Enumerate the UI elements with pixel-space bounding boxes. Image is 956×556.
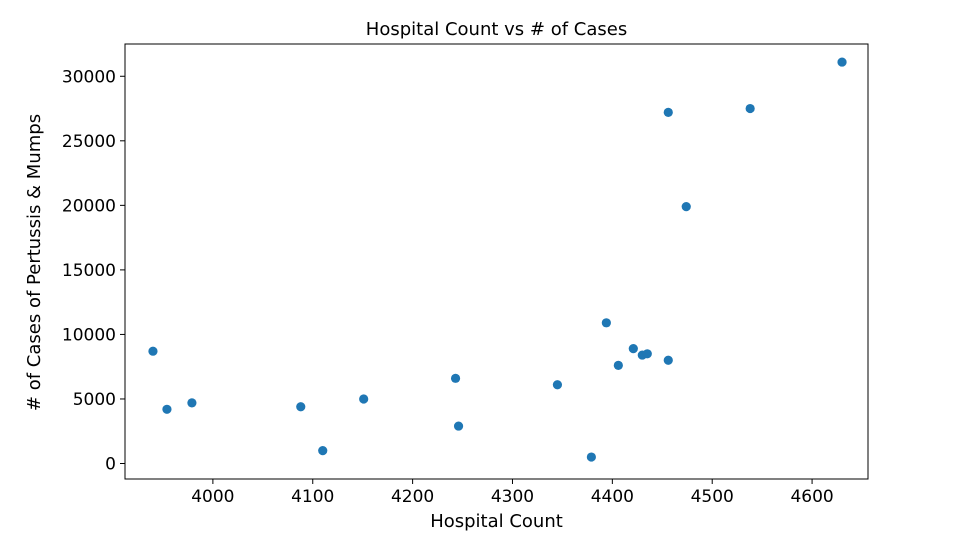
data-point — [450, 373, 461, 383]
data-point — [586, 452, 596, 462]
data-point — [162, 404, 172, 414]
data-point — [148, 346, 158, 356]
x-tick-label: 4000 — [191, 487, 234, 507]
x-axis-label: Hospital Count — [430, 511, 563, 532]
data-point — [453, 421, 464, 431]
data-point — [601, 318, 611, 328]
x-tick-label: 4500 — [691, 487, 734, 507]
y-tick-label: 20000 — [62, 196, 116, 216]
data-point — [613, 360, 623, 371]
data-point — [745, 103, 755, 114]
y-tick-label: 25000 — [62, 132, 116, 152]
data-point — [552, 380, 563, 390]
plot-frame — [124, 43, 869, 480]
data-point — [296, 402, 306, 412]
data-point — [642, 349, 652, 359]
data-point — [663, 355, 673, 365]
data-point — [681, 202, 691, 212]
x-tick-label: 4300 — [491, 487, 534, 507]
chart-title: Hospital Count vs # of Cases — [366, 19, 627, 40]
y-tick-label: 15000 — [62, 261, 116, 281]
x-tick-label: 4600 — [790, 487, 833, 507]
y-tick-label: 0 — [105, 455, 116, 475]
data-point — [628, 344, 638, 354]
data-point — [359, 394, 369, 404]
x-tick-label: 4100 — [291, 487, 334, 507]
x-tick-label: 4400 — [591, 487, 634, 507]
y-tick-label: 30000 — [62, 67, 116, 87]
y-axis-label: # of Cases of Pertussis & Mumps — [24, 114, 45, 411]
data-point — [187, 398, 197, 408]
y-tick-label: 10000 — [62, 325, 116, 345]
y-tick-label: 5000 — [73, 390, 116, 410]
data-point — [318, 446, 328, 456]
x-tick-label: 4200 — [391, 487, 434, 507]
data-point — [663, 107, 673, 118]
data-point — [837, 57, 847, 67]
